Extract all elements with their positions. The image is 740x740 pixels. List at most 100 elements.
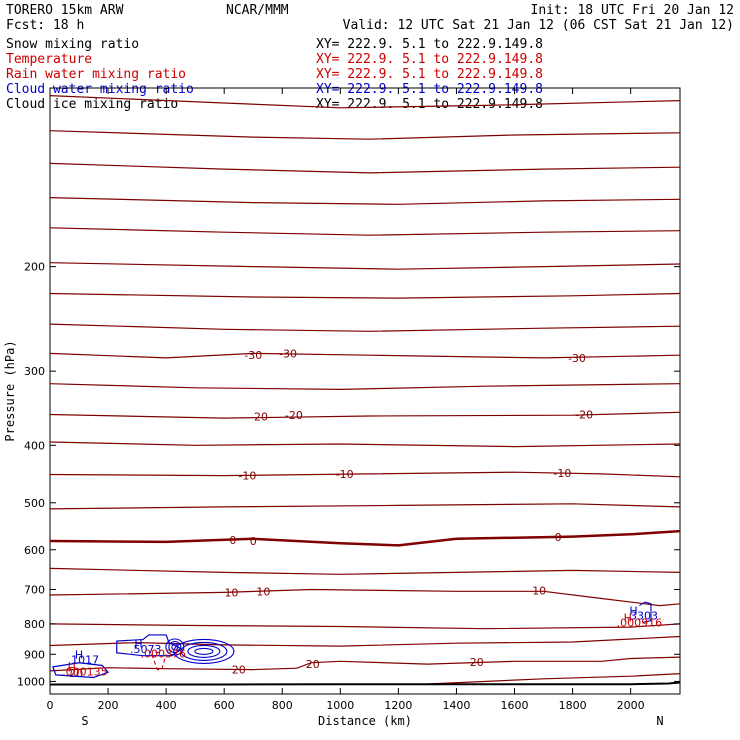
x-tick-label: 1200 bbox=[384, 699, 412, 712]
cloud-water-contour bbox=[180, 641, 228, 661]
y-tick-label: 200 bbox=[24, 261, 45, 274]
legend-field-xy: XY= 222.9. 5.1 to 222.9.149.8 bbox=[316, 82, 543, 97]
isotherm-line bbox=[49, 441, 681, 448]
cloud-water-contour bbox=[116, 634, 182, 657]
x-endpoint-south: S bbox=[81, 714, 88, 728]
valid-label: Valid: 12 UTC Sat 21 Jan 12 (06 CST Sat … bbox=[343, 18, 734, 33]
isotherm-line bbox=[49, 529, 681, 547]
isotherm-label: -30 bbox=[244, 349, 262, 362]
isotherm-label: 20 bbox=[232, 664, 246, 677]
x-tick-label: 200 bbox=[98, 699, 119, 712]
legend-field-xy: XY= 222.9. 5.1 to 222.9.149.8 bbox=[316, 37, 543, 52]
isotherm-label: -30 bbox=[279, 347, 297, 360]
y-tick-label: 700 bbox=[24, 584, 45, 597]
x-tick-label: 2000 bbox=[617, 699, 645, 712]
isotherm-line bbox=[49, 503, 681, 510]
isotherm-line bbox=[49, 292, 681, 299]
y-tick-label: 400 bbox=[24, 439, 45, 452]
terrain-surface bbox=[50, 681, 681, 686]
cloud-water-contour bbox=[165, 638, 185, 656]
isotherm-label: 10 bbox=[224, 586, 238, 599]
rain-water-label: .000376 bbox=[140, 648, 186, 661]
rain-water-label: H bbox=[68, 662, 76, 675]
forecast-label: Fcst: 18 h bbox=[6, 18, 84, 33]
isotherm-line bbox=[49, 352, 681, 359]
isotherm-label: 20 bbox=[470, 656, 484, 669]
isotherm-line bbox=[49, 383, 681, 391]
legend-field-name: Temperature bbox=[6, 52, 92, 67]
cloud-water-label: .1017 bbox=[68, 653, 100, 666]
cloud-water-label: H bbox=[629, 605, 637, 618]
rain-water-label: .000916 bbox=[617, 616, 663, 629]
x-axis: 0 200 400 600 800 1000 1200 1400 1600 1800 2000 bbox=[47, 88, 645, 712]
isotherm-label: 10 bbox=[532, 585, 546, 598]
surface-line bbox=[50, 681, 681, 686]
isotherm-label: -20 bbox=[250, 411, 268, 424]
legend-field-name: Rain water mixing ratio bbox=[6, 67, 186, 82]
x-tick-label: 400 bbox=[156, 699, 177, 712]
legend-field-xy: XY= 222.9. 5.1 to 222.9.149.8 bbox=[316, 52, 543, 67]
hydrometeor-contours: H.1017H.5073H.3303H.000135.000376H.00091… bbox=[52, 601, 663, 679]
init-label: Init: 18 UTC Fri 20 Jan 12 bbox=[531, 3, 735, 18]
x-tick-label: 1600 bbox=[501, 699, 529, 712]
legend-field-name: Snow mixing ratio bbox=[6, 37, 139, 52]
model-label: TORERO 15km ARW bbox=[6, 3, 124, 18]
isotherm-line bbox=[49, 656, 681, 672]
isotherm-label: -10 bbox=[336, 468, 354, 481]
x-tick-label: 1000 bbox=[326, 699, 354, 712]
cloud-water-label: .3303 bbox=[627, 610, 659, 623]
isotherm-line bbox=[49, 588, 681, 607]
cloud-water-contour bbox=[171, 643, 179, 651]
isotherm-line bbox=[49, 130, 681, 140]
cloud-water-label: H bbox=[134, 637, 142, 650]
x-tick-label: 0 bbox=[47, 699, 54, 712]
field-legend: Snow mixing ratio XY= 222.9. 5.1 to 222.9… bbox=[6, 37, 543, 112]
isotherm-line bbox=[49, 162, 681, 174]
isotherm-label: 0 bbox=[229, 534, 236, 547]
x-tick-label: 600 bbox=[214, 699, 235, 712]
legend-field-name: Cloud water mixing ratio bbox=[6, 82, 194, 97]
cloud-water-contour bbox=[187, 644, 221, 658]
center-label: NCAR/MMM bbox=[226, 3, 289, 18]
cloud-water-label: H bbox=[75, 648, 83, 661]
legend-field-xy: XY= 222.9. 5.1 to 222.9.149.8 bbox=[316, 67, 543, 82]
y-tick-label: 500 bbox=[24, 497, 45, 510]
isotherm-line bbox=[49, 227, 681, 236]
isotherm-line bbox=[49, 262, 681, 270]
cloud-water-contour bbox=[639, 601, 652, 623]
rain-water-label: .000135 bbox=[62, 666, 108, 679]
isotherm-label: -20 bbox=[285, 409, 303, 422]
isotherm-line bbox=[49, 471, 681, 478]
y-tick-label: 800 bbox=[24, 618, 45, 631]
x-axis-label: Distance (km) bbox=[318, 714, 412, 728]
isotherm-line bbox=[49, 411, 681, 419]
legend-field-xy: XY= 222.9. 5.1 to 222.9.149.8 bbox=[316, 97, 543, 112]
isotherm-line bbox=[49, 323, 681, 332]
rain-water-contour bbox=[151, 654, 167, 671]
y-tick-label: 300 bbox=[24, 365, 45, 378]
isotherm-label: 20 bbox=[306, 658, 320, 671]
rain-water-label: H bbox=[624, 611, 632, 624]
isotherm-label: -10 bbox=[553, 467, 571, 480]
isotherm-line bbox=[49, 197, 681, 205]
x-endpoint-north: N bbox=[656, 714, 663, 728]
isotherm-line bbox=[49, 623, 681, 630]
isotherm-label: 0 bbox=[250, 535, 257, 548]
isotherm-line bbox=[49, 95, 681, 109]
isotherm-label: -30 bbox=[568, 352, 586, 365]
cloud-water-contour bbox=[194, 647, 214, 655]
x-tick-label: 1400 bbox=[442, 699, 470, 712]
y-tick-label: 1000 bbox=[17, 675, 45, 688]
plot-frame bbox=[49, 87, 681, 695]
isotherm-labels: -30 -30 -30 -20 -20 -20 -10 -10 -10 0 0 0 10 10 10 20 20… bbox=[69, 347, 593, 679]
x-tick-label: 800 bbox=[272, 699, 293, 712]
isotherm-contours bbox=[49, 95, 681, 685]
legend-field-name: Cloud ice mixing ratio bbox=[6, 97, 178, 112]
isotherm-label: -20 bbox=[575, 409, 593, 422]
cloud-water-contour bbox=[173, 638, 235, 664]
isotherm-line bbox=[427, 673, 681, 685]
cloud-water-contour bbox=[52, 662, 110, 679]
y-tick-label: 600 bbox=[24, 544, 45, 557]
